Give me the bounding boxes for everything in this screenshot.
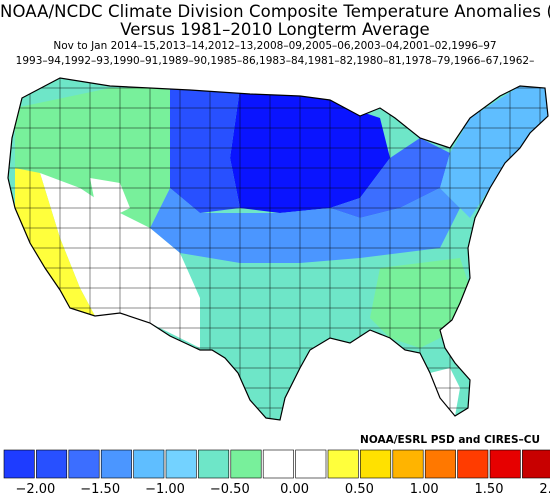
data-credit: NOAA/ESRL PSD and CIRES–CU (360, 434, 540, 446)
us-climate-division-map (7, 77, 549, 421)
legend-tick-label: 1.00 (409, 482, 439, 497)
map-title: NOAA/NCDC Climate Division Composite Tem… (0, 2, 550, 21)
legend-swatch (522, 449, 550, 479)
map-subtitle: Versus 1981–2010 Longterm Average (120, 20, 430, 39)
region-central (150, 188, 460, 263)
legend-swatch (36, 449, 68, 479)
legend-tick-label: −0.50 (209, 482, 250, 497)
legend-swatch (457, 449, 489, 479)
legend-tick-label: 0.50 (344, 482, 374, 497)
legend-swatch (424, 449, 456, 479)
season-list-line-1: Nov to Jan 2014–15,2013–14,2012–13,2008–… (53, 40, 497, 52)
legend-tick-label: −1.00 (145, 482, 185, 497)
region-california (15, 168, 95, 316)
legend-swatch (198, 449, 230, 479)
legend-swatch (230, 449, 262, 479)
legend-tick-label: 2.00 (539, 482, 550, 497)
legend-swatch (133, 449, 165, 479)
legend-swatch (392, 449, 424, 479)
legend-swatch (489, 449, 521, 479)
legend-tick-label: −2.00 (15, 482, 56, 497)
legend-swatch (3, 449, 35, 479)
us-outline (7, 77, 549, 421)
legend-swatch (68, 449, 100, 479)
legend-swatch (360, 449, 392, 479)
legend-swatch (327, 449, 359, 479)
legend-swatch (295, 449, 327, 479)
region-northern-plains (170, 88, 240, 213)
region-northeast (440, 86, 548, 218)
season-list-line-2: 1993–94,1992–93,1990–91,1989–90,1985–86,… (15, 55, 535, 67)
legend-swatch (262, 449, 294, 479)
legend-swatch (165, 449, 197, 479)
legend-tick-label: −1.50 (80, 482, 121, 497)
region-pacific-northwest (15, 88, 170, 228)
legend-swatch (100, 449, 132, 479)
legend-tick-label: 1.50 (474, 482, 504, 497)
legend-tick-label: 0.00 (280, 482, 310, 497)
